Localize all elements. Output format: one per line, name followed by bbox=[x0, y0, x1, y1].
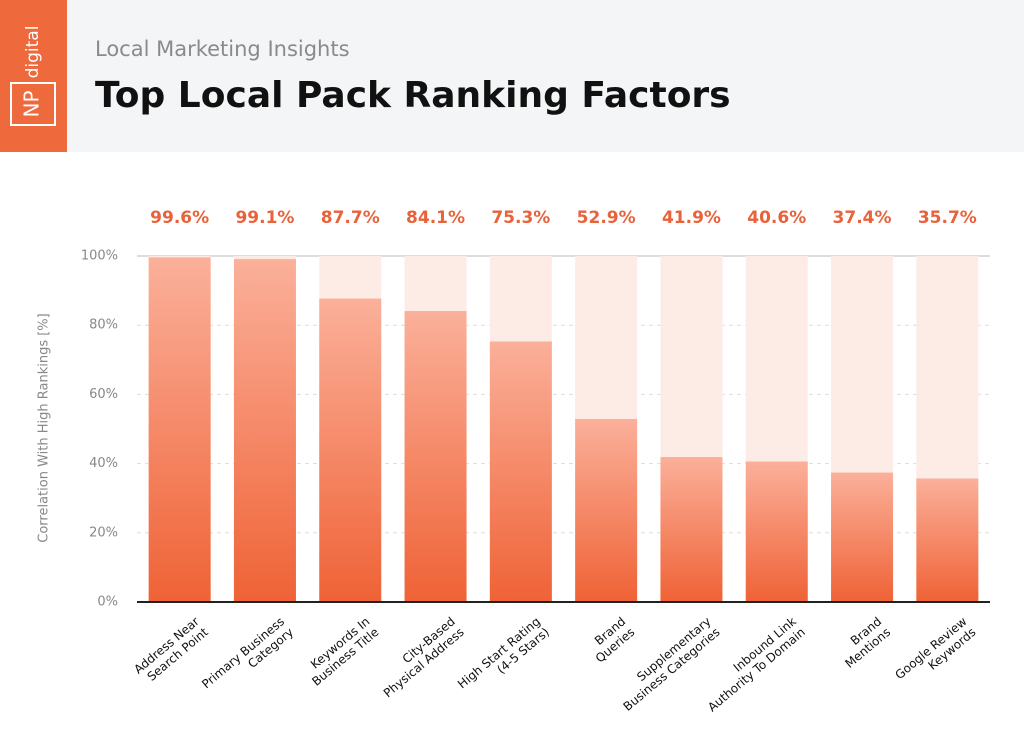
header-band bbox=[0, 0, 1024, 152]
bar bbox=[404, 311, 467, 602]
y-tick-label: 20% bbox=[89, 525, 118, 540]
bar bbox=[233, 259, 296, 602]
value-label: 40.6% bbox=[747, 208, 806, 228]
bar bbox=[319, 298, 382, 602]
y-tick-label: 0% bbox=[97, 595, 118, 610]
y-tick-label: 100% bbox=[81, 249, 118, 264]
logo-digital: digital bbox=[23, 26, 43, 79]
value-label: 37.4% bbox=[833, 208, 892, 228]
x-tick-label: Business Categories bbox=[621, 625, 723, 714]
value-label: 99.1% bbox=[235, 208, 294, 228]
value-label: 99.6% bbox=[150, 208, 209, 228]
logo-box bbox=[0, 0, 67, 152]
bar bbox=[575, 418, 638, 602]
bar bbox=[148, 257, 211, 602]
chart-title: Top Local Pack Ranking Factors bbox=[95, 75, 731, 116]
x-tick-label-group: High Start Rating(4-5 Stars) bbox=[455, 614, 552, 691]
x-tick-label: Authority To Domain bbox=[705, 625, 808, 714]
value-label: 84.1% bbox=[406, 208, 465, 228]
y-tick-label: 60% bbox=[89, 387, 118, 402]
logo-frame bbox=[10, 82, 56, 126]
bar bbox=[660, 457, 723, 602]
subtitle: Local Marketing Insights bbox=[95, 37, 350, 61]
value-label: 75.3% bbox=[491, 208, 550, 228]
logo-np: NP bbox=[20, 90, 44, 117]
value-label: 35.7% bbox=[918, 208, 977, 228]
y-tick-label: 40% bbox=[89, 456, 118, 471]
y-axis-label: Correlation With High Rankings [%] bbox=[37, 313, 52, 542]
bar bbox=[916, 478, 979, 602]
value-label: 52.9% bbox=[577, 208, 636, 228]
value-label: 41.9% bbox=[662, 208, 721, 228]
value-label: 87.7% bbox=[321, 208, 380, 228]
y-tick-label: 80% bbox=[89, 318, 118, 333]
bar bbox=[745, 461, 808, 602]
bar bbox=[489, 341, 552, 602]
bar bbox=[831, 472, 894, 602]
